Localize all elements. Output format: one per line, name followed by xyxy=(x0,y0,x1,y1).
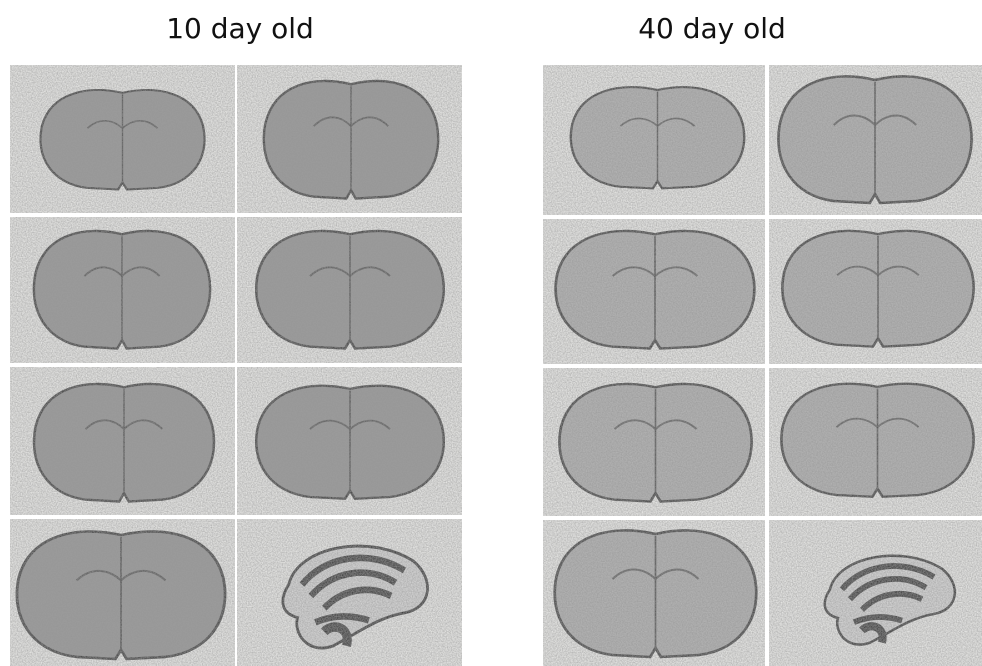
panel-title: 40 day old xyxy=(638,12,786,45)
figure: 10 day old 40 day old xyxy=(0,0,982,666)
panel-title: 10 day old xyxy=(166,12,314,45)
panel-10-day xyxy=(10,65,462,666)
panel-40-day xyxy=(543,65,982,666)
